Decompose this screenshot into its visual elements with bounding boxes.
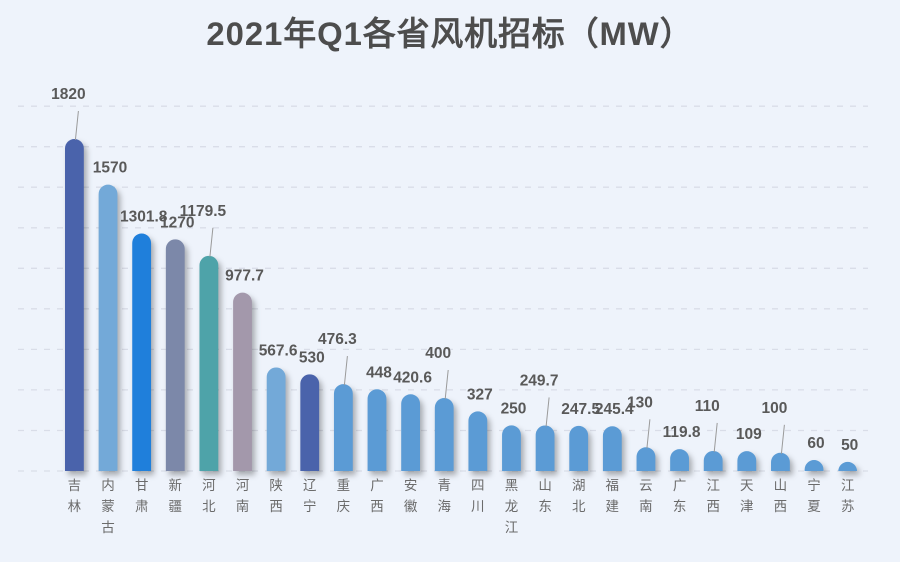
svg-text:109: 109 bbox=[736, 426, 762, 443]
svg-text:250: 250 bbox=[501, 400, 527, 417]
svg-text:420.6: 420.6 bbox=[393, 369, 432, 386]
svg-text:249.7: 249.7 bbox=[520, 372, 559, 389]
svg-text:1570: 1570 bbox=[93, 160, 127, 177]
svg-text:100: 100 bbox=[761, 400, 787, 417]
svg-text:1179.5: 1179.5 bbox=[180, 203, 227, 220]
svg-text:400: 400 bbox=[425, 345, 451, 362]
svg-text:567.6: 567.6 bbox=[259, 343, 298, 360]
svg-text:130: 130 bbox=[627, 394, 653, 411]
svg-text:977.7: 977.7 bbox=[225, 268, 264, 285]
svg-text:50: 50 bbox=[841, 437, 858, 454]
svg-text:448: 448 bbox=[366, 364, 392, 381]
svg-text:119.8: 119.8 bbox=[663, 424, 701, 441]
svg-text:530: 530 bbox=[299, 349, 325, 366]
svg-text:110: 110 bbox=[695, 398, 720, 415]
svg-text:1820: 1820 bbox=[51, 86, 85, 103]
svg-text:327: 327 bbox=[467, 386, 493, 403]
svg-text:60: 60 bbox=[807, 435, 824, 452]
svg-text:476.3: 476.3 bbox=[318, 331, 357, 348]
